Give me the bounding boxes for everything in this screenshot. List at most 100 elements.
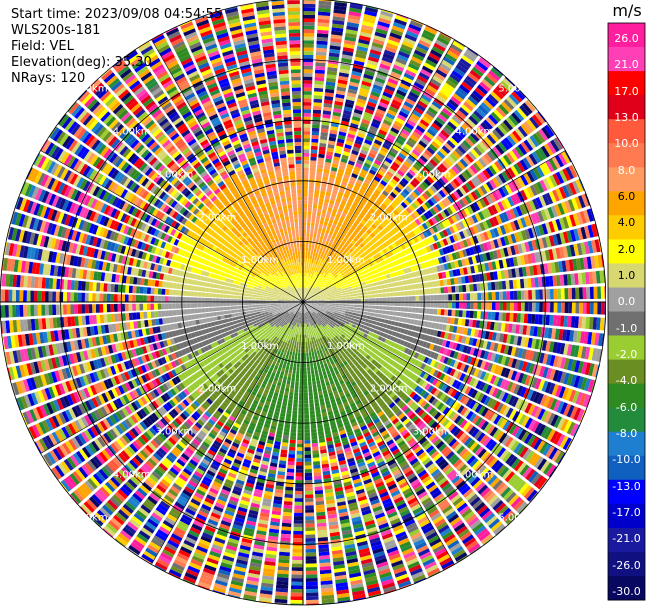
radar-gate: [398, 110, 409, 119]
radar-gate: [440, 264, 445, 272]
radar-gate: [355, 195, 362, 201]
radar-gate: [398, 264, 403, 270]
radar-gate: [329, 45, 341, 51]
radar-gate: [403, 268, 409, 274]
radar-gate: [372, 192, 379, 199]
radar-gate: [465, 217, 472, 227]
radar-gate: [344, 36, 357, 42]
radar-gate: [305, 304, 309, 307]
radar-gate: [441, 59, 453, 69]
radar-gate: [335, 300, 340, 302]
radar-gate: [588, 347, 594, 361]
radar-gate: [393, 387, 401, 394]
radar-gate: [533, 326, 538, 337]
radar-gate: [443, 316, 448, 324]
radar-gate: [364, 237, 370, 243]
radar-gate: [306, 302, 311, 304]
radar-gate: [400, 312, 405, 317]
radar-gate: [497, 83, 510, 95]
radar-gate: [367, 291, 372, 295]
radar-gate: [444, 309, 449, 316]
radar-gate: [444, 294, 449, 301]
radar-gate: [411, 383, 418, 391]
radar-gate: [303, 229, 306, 233]
radar-gate: [317, 311, 322, 315]
radar-gate: [547, 141, 557, 154]
radar-gate: [341, 280, 346, 284]
radar-gate: [362, 265, 368, 270]
radar-gate: [476, 283, 481, 291]
radar-gate: [488, 114, 499, 125]
radar-gate: [558, 186, 567, 199]
radar-gate: [470, 92, 481, 103]
radar-gate: [344, 253, 349, 258]
radar-gate: [535, 289, 540, 300]
radar-gate: [312, 288, 316, 292]
radar-gate: [512, 207, 520, 218]
radar-gate: [321, 288, 325, 291]
radar-gate: [331, 296, 336, 299]
radar-gate: [518, 324, 524, 335]
radar-gate: [316, 287, 320, 291]
radar-gate: [419, 411, 428, 419]
radar-gate: [531, 151, 541, 164]
radar-gate: [528, 350, 535, 361]
radar-gate: [353, 293, 358, 297]
radar-gate: [414, 385, 421, 393]
radar-gate: [368, 52, 381, 60]
radar-gate: [559, 402, 568, 415]
radar-gate: [529, 390, 538, 402]
radar-gate: [570, 273, 576, 286]
radar-gate: [389, 272, 395, 278]
radar-gate: [394, 265, 400, 271]
radar-gate: [327, 294, 332, 297]
radar-gate: [311, 218, 316, 223]
radar-gate: [333, 289, 338, 292]
radar-gate: [332, 159, 340, 165]
radar-gate: [542, 289, 547, 300]
radar-gate: [317, 304, 321, 306]
radar-gate: [439, 231, 446, 239]
radar-gate: [469, 284, 474, 292]
radar-gate: [401, 394, 409, 402]
radar-gate: [574, 360, 581, 373]
radar-gate: [507, 357, 514, 368]
radar-gate: [316, 234, 321, 239]
radar-gate: [406, 254, 412, 261]
radar-gate: [308, 295, 312, 298]
radar-gate: [381, 314, 386, 319]
radar-gate: [406, 342, 412, 349]
radar-gate: [303, 214, 307, 219]
radar-gate: [355, 49, 368, 56]
radar-gate: [373, 254, 379, 260]
radar-gate: [516, 255, 522, 266]
radar-gate: [361, 328, 367, 333]
radar-gate: [393, 96, 404, 104]
radar-gate: [491, 459, 501, 471]
radar-gate: [342, 338, 347, 343]
radar-gate: [326, 282, 331, 286]
radar-gate: [313, 200, 318, 205]
radar-gate: [447, 309, 452, 316]
radar-gate: [344, 39, 356, 46]
radar-gate: [531, 314, 536, 324]
radar-gate: [306, 300, 311, 302]
radar-gate: [311, 439, 318, 444]
radar-gate: [402, 146, 411, 154]
radar-gate: [333, 156, 341, 162]
radar-gate: [429, 329, 435, 336]
radar-gate: [377, 169, 385, 177]
radar-gate: [481, 78, 493, 90]
radar-gate: [480, 102, 492, 113]
radar-gate: [436, 316, 441, 323]
radar-gate: [525, 468, 536, 481]
radar-gate: [396, 338, 402, 344]
radar-gate: [486, 397, 495, 408]
radar-gate: [471, 214, 479, 224]
radar-gate: [470, 389, 478, 399]
radar-gate: [425, 374, 433, 382]
radar-gate: [388, 130, 398, 138]
radar-gate: [317, 297, 321, 299]
radar-gate: [335, 93, 345, 99]
radar-gate: [544, 249, 551, 261]
